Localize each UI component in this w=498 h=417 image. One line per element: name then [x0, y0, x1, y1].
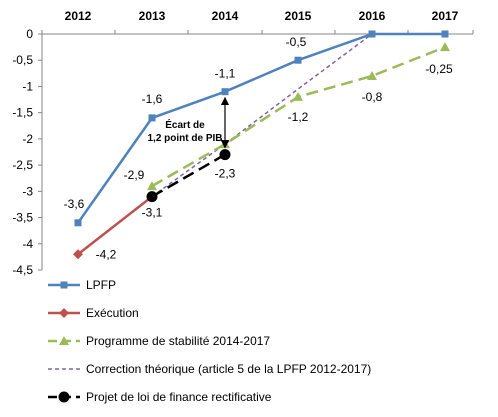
x-tick-label: 2012 — [65, 9, 92, 23]
data-point — [441, 30, 449, 38]
data-point — [219, 149, 231, 161]
y-tick-label: -3,5 — [12, 211, 33, 225]
data-label: -1,6 — [142, 92, 163, 106]
data-label: -2,3 — [215, 167, 236, 181]
y-tick-label: -3 — [22, 184, 33, 198]
data-point — [367, 70, 377, 80]
y-tick-label: -4,5 — [12, 263, 33, 277]
y-tick-label: -2 — [22, 132, 33, 146]
data-point — [221, 88, 229, 96]
legend-label: Projet de loi de finance rectificative — [86, 390, 272, 404]
data-label: -3,1 — [142, 206, 163, 220]
x-tick-label: 2014 — [212, 9, 239, 23]
y-tick-label: -0,5 — [12, 53, 33, 67]
y-tick-label: -1,5 — [12, 106, 33, 120]
data-point — [368, 30, 376, 38]
data-label: -4,2 — [96, 247, 117, 261]
y-tick-label: 0 — [26, 27, 33, 41]
data-point — [294, 56, 302, 64]
x-tick-label: 2016 — [359, 9, 386, 23]
legend-marker — [58, 391, 70, 403]
data-point — [440, 42, 450, 52]
data-label: -2,9 — [124, 168, 145, 182]
series-line — [77, 195, 153, 256]
annotation-text: Écart de — [165, 118, 205, 131]
data-label: -0,5 — [286, 35, 307, 49]
data-label: -0,25 — [425, 62, 453, 76]
legend-marker — [60, 281, 68, 289]
data-point — [146, 191, 158, 203]
x-tick-label: 2013 — [139, 9, 166, 23]
annotation-text: 1,2 point de PIB — [147, 133, 222, 144]
x-tick-label: 2017 — [432, 9, 459, 23]
data-point — [148, 114, 156, 122]
series-layer — [73, 30, 450, 260]
legend-label: Correction théorique (article 5 de la LP… — [86, 362, 371, 376]
data-point — [147, 181, 157, 191]
series-line — [151, 33, 373, 198]
series-line — [151, 153, 226, 198]
y-tick-label: -4 — [22, 237, 33, 251]
data-label: -3,6 — [64, 197, 85, 211]
y-tick-label: -1 — [22, 79, 33, 93]
data-point — [73, 249, 83, 260]
y-tick-label: -2,5 — [12, 158, 33, 172]
legend-label: LPFP — [86, 278, 116, 292]
data-point — [74, 219, 82, 227]
series-line — [76, 32, 445, 224]
data-label: -1,2 — [288, 110, 309, 124]
data-labels: -3,6 -1,6 -1,1 -0,5 -4,2 -2,9 -1,2 -0,8 -0,25 -3,… — [64, 35, 453, 261]
legend-label: Exécution — [86, 306, 139, 320]
data-label: -0,8 — [362, 90, 383, 104]
legend-marker — [59, 308, 69, 318]
x-tick-label: 2015 — [285, 9, 312, 23]
annotation: Écart de 1,2 point de PIB — [147, 96, 230, 149]
legend-marker — [59, 336, 69, 345]
axes: 0 -0,5 -1 -1,5 -2 -2,5 -3 -3,5 -4 -4,5 2012 2013 201… — [12, 9, 474, 277]
data-label: -1,1 — [215, 67, 236, 81]
legend-label: Programme de stabilité 2014-2017 — [86, 334, 270, 348]
data-point — [293, 91, 303, 101]
legend: LPFP Exécution Programme de stabilité 2014… — [48, 278, 371, 404]
